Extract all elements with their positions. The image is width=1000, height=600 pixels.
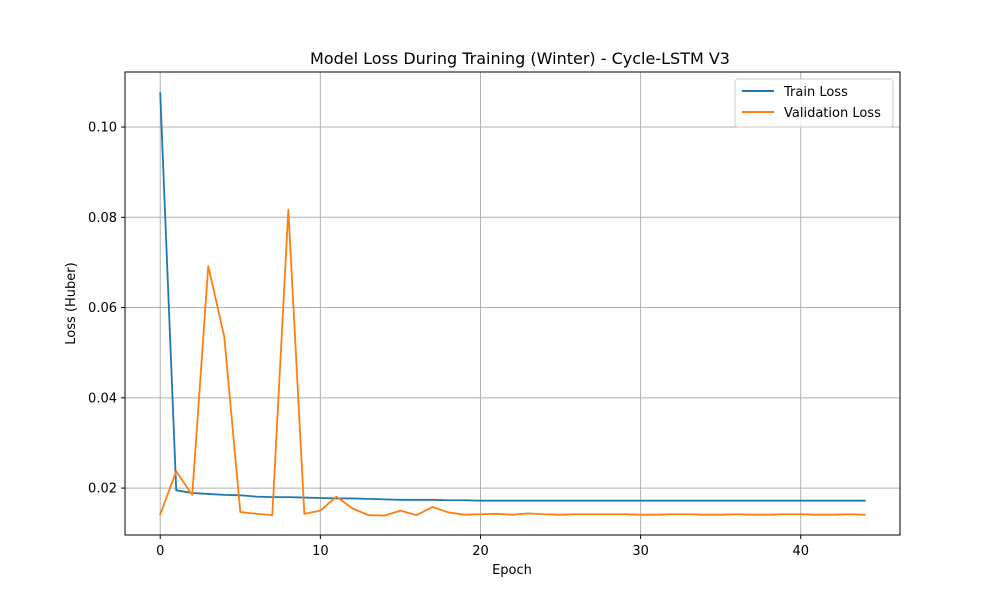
series-lines [159, 92, 866, 517]
validation-loss-line [159, 208, 866, 517]
x-axis-label: Epoch [492, 563, 532, 578]
axis-ticks: 0 10 20 30 40 0.02 0.04 0.06 0.08 0.10 [88, 121, 809, 559]
legend-label-train: Train Loss [783, 85, 848, 100]
y-axis-label: Loss (Huber) [64, 262, 79, 344]
x-tick-label: 20 [472, 544, 489, 559]
y-tick-label: 0.10 [88, 121, 117, 136]
y-tick-label: 0.04 [88, 391, 117, 406]
x-tick-label: 0 [156, 544, 164, 559]
y-tick-label: 0.02 [88, 482, 117, 497]
legend-label-validation: Validation Loss [784, 106, 881, 121]
chart-title: Model Loss During Training (Winter) - Cy… [310, 49, 730, 68]
train-loss-line [159, 92, 866, 502]
plot-frame [124, 71, 901, 536]
legend-box [734, 78, 894, 128]
x-tick-label: 30 [632, 544, 649, 559]
x-tick-label: 10 [312, 544, 329, 559]
x-tick-label: 40 [792, 544, 809, 559]
y-tick-label: 0.08 [88, 211, 117, 226]
y-tick-label: 0.06 [88, 301, 117, 316]
legend: Train Loss Validation Loss [734, 78, 894, 128]
